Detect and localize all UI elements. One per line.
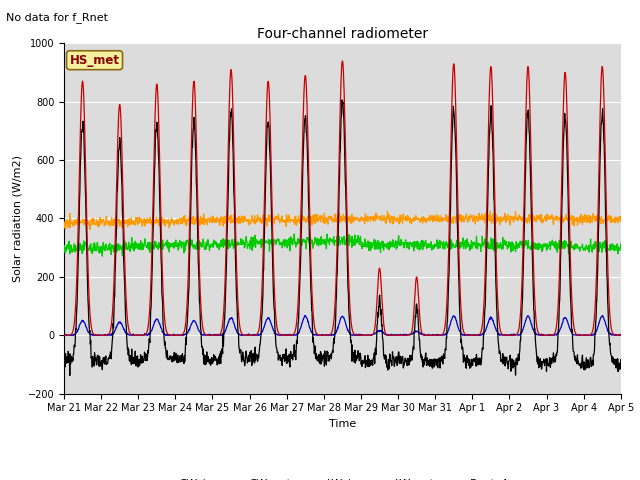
Legend: SW_in, SW_out, LW_in, LW_out, Rnet_4way: SW_in, SW_out, LW_in, LW_out, Rnet_4way	[148, 473, 536, 480]
X-axis label: Time: Time	[329, 419, 356, 429]
Title: Four-channel radiometer: Four-channel radiometer	[257, 27, 428, 41]
Text: No data for f_Rnet: No data for f_Rnet	[6, 12, 108, 23]
Y-axis label: Solar radiation (W/m2): Solar radiation (W/m2)	[12, 155, 22, 282]
Text: HS_met: HS_met	[70, 54, 120, 67]
